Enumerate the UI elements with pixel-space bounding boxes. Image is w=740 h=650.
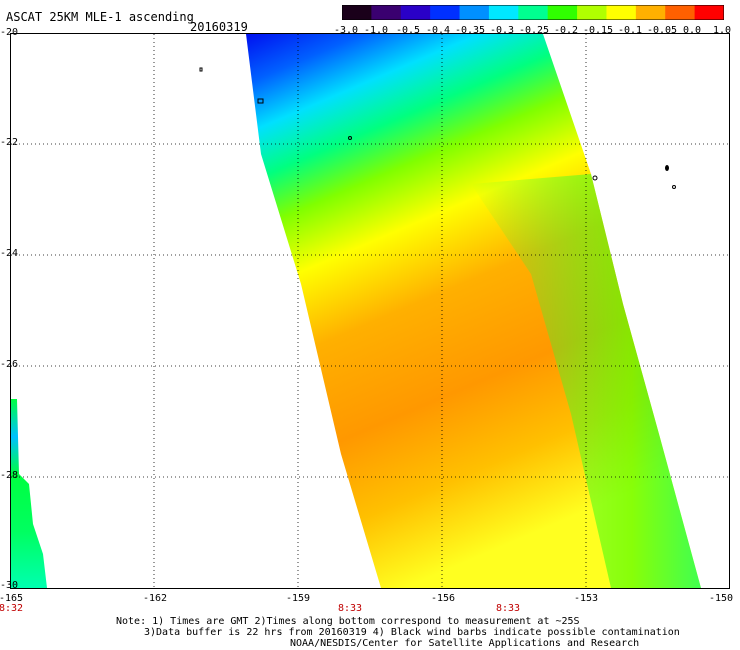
lat-label: -24: [0, 248, 19, 259]
lon-label: -153: [573, 593, 599, 604]
colorbar-segment: [488, 5, 519, 20]
lon-label: -150: [708, 593, 734, 604]
colorbar-label: -1.0: [363, 25, 389, 36]
map-title: ASCAT 25KM MLE-1 ascending: [6, 10, 194, 24]
colorbar-label: -0.1: [617, 25, 643, 36]
footer-note-2: 3)Data buffer is 22 hrs from 20160319 4)…: [144, 627, 680, 638]
lon-label: -165: [0, 593, 24, 604]
lat-label: -26: [0, 359, 19, 370]
colorbar-label: -0.3: [489, 25, 515, 36]
colorbar-segment: [606, 5, 637, 20]
right-edge-green: [471, 174, 701, 588]
time-label: 8:32: [0, 603, 24, 614]
island-outline: [672, 185, 676, 189]
colorbar-segment: [430, 5, 461, 20]
lon-label: -156: [430, 593, 456, 604]
colorbar-segment: [400, 5, 431, 20]
island-outline: [348, 136, 352, 140]
island-outline: [199, 67, 203, 72]
island-outline: [257, 98, 264, 104]
colorbar: [342, 5, 724, 20]
map-date: 20160319: [190, 20, 248, 34]
colorbar-segment: [665, 5, 696, 20]
lat-label: -30: [0, 580, 19, 591]
lon-label: -159: [285, 593, 311, 604]
colorbar-labels: -3.0 -1.0 -0.5 -0.4 -0.35 -0.3 -0.25 -0.…: [333, 25, 736, 37]
colorbar-segment: [694, 5, 724, 20]
lat-label: -22: [0, 137, 19, 148]
colorbar-label: 1.0: [712, 25, 732, 36]
colorbar-segment: [547, 5, 578, 20]
lat-label: -28: [0, 470, 19, 481]
time-label: 8:33: [495, 603, 521, 614]
island-outline: [592, 175, 598, 181]
colorbar-segment: [342, 5, 372, 20]
colorbar-label: 0.0: [682, 25, 702, 36]
footer-credit: NOAA/NESDIS/Center for Satellite Applica…: [290, 638, 640, 649]
time-label: 8:33: [337, 603, 363, 614]
colorbar-label: -0.15: [582, 25, 614, 36]
island-filled: [665, 165, 669, 171]
left-swath: [11, 399, 47, 588]
footer-note-1: Note: 1) Times are GMT 2)Times along bot…: [116, 616, 580, 627]
lat-label: -20: [0, 27, 19, 38]
colorbar-segment: [635, 5, 666, 20]
colorbar-label: -0.05: [646, 25, 678, 36]
colorbar-label: -0.4: [425, 25, 451, 36]
colorbar-segment: [459, 5, 490, 20]
colorbar-segment: [371, 5, 402, 20]
colorbar-label: -0.2: [553, 25, 579, 36]
colorbar-segment: [577, 5, 607, 20]
colorbar-label: -3.0: [333, 25, 359, 36]
colorbar-segment: [518, 5, 549, 20]
colorbar-label: -0.5: [395, 25, 421, 36]
colorbar-label: -0.35: [454, 25, 486, 36]
colorbar-label: -0.25: [518, 25, 550, 36]
lon-label: -162: [142, 593, 168, 604]
wind-map: [10, 33, 730, 589]
